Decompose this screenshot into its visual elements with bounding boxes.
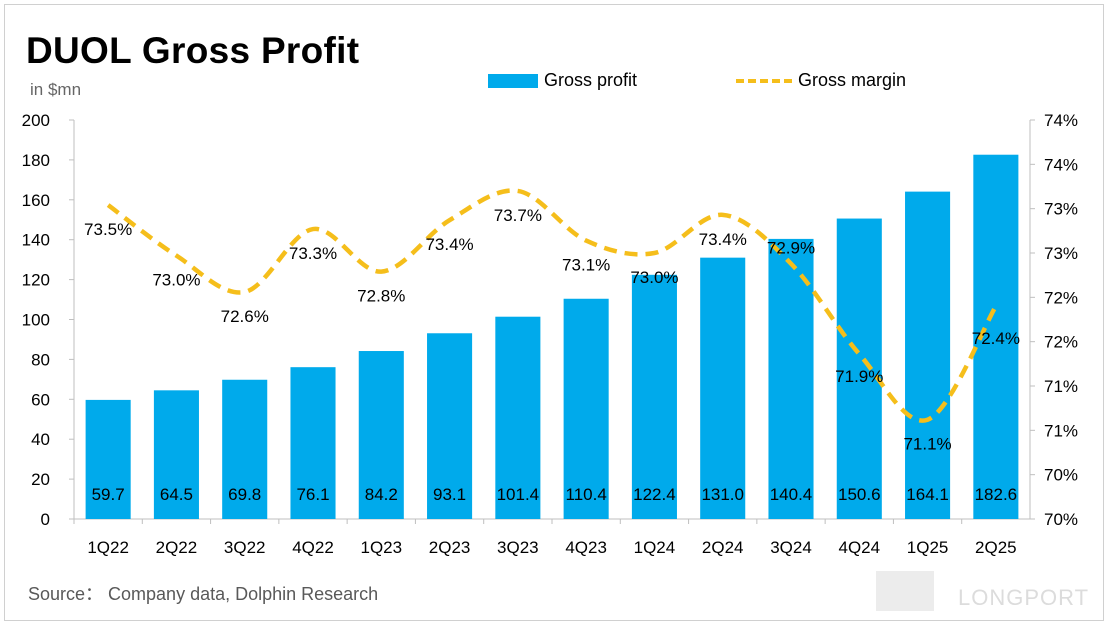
watermark-text: LONGPORT bbox=[958, 585, 1090, 610]
y-left-tick-label: 80 bbox=[31, 350, 50, 369]
x-tick-label: 2Q24 bbox=[702, 538, 744, 557]
y-right-tick-label: 71% bbox=[1044, 421, 1078, 440]
bar-gross-profit bbox=[427, 333, 473, 519]
bar-value-label: 110.4 bbox=[566, 485, 607, 504]
bar-value-label: 164.1 bbox=[906, 485, 949, 504]
bar-value-label: 122.4 bbox=[633, 485, 676, 504]
bar-value-label: 69.8 bbox=[228, 485, 261, 504]
unit-label: in $mn bbox=[30, 80, 82, 99]
bar-value-label: 101.4 bbox=[497, 485, 540, 504]
y-right-tick-label: 74% bbox=[1044, 111, 1078, 130]
bar-gross-profit bbox=[222, 379, 268, 519]
x-tick-label: 1Q22 bbox=[87, 538, 129, 557]
bar-gross-profit bbox=[290, 367, 336, 519]
bar-gross-profit bbox=[768, 238, 814, 520]
bar-value-label: 59.7 bbox=[92, 485, 125, 504]
bar-gross-profit bbox=[700, 257, 746, 519]
x-tick-label: 4Q22 bbox=[292, 538, 334, 557]
margin-value-label: 73.1% bbox=[562, 256, 610, 275]
x-tick-label: 1Q25 bbox=[907, 538, 949, 557]
legend-item-gross-margin: Gross margin bbox=[736, 70, 906, 91]
source-note: Source： Company data, Dolphin Research bbox=[28, 584, 379, 604]
margin-value-label: 73.0% bbox=[630, 268, 678, 287]
bar-value-label: 131.0 bbox=[701, 485, 744, 504]
x-tick-label: 3Q24 bbox=[770, 538, 812, 557]
x-tick-label: 4Q23 bbox=[565, 538, 607, 557]
y-right-tick-label: 70% bbox=[1044, 510, 1078, 529]
y-right-tick-label: 72% bbox=[1044, 288, 1078, 307]
y-left-tick-label: 140 bbox=[22, 231, 50, 250]
watermark-logo bbox=[876, 571, 934, 611]
bar-value-label: 140.4 bbox=[770, 485, 813, 504]
y-left-tick-label: 200 bbox=[22, 111, 50, 130]
margin-value-label: 72.8% bbox=[357, 287, 405, 306]
bar-value-label: 182.6 bbox=[975, 485, 1018, 504]
chart-frame bbox=[4, 4, 1104, 621]
chart-title: DUOL Gross Profit bbox=[26, 30, 360, 71]
margin-value-label: 73.3% bbox=[289, 244, 337, 263]
bar-value-label: 150.6 bbox=[838, 485, 881, 504]
legend-label-gross-profit: Gross profit bbox=[544, 70, 638, 90]
bar-gross-profit bbox=[631, 274, 677, 519]
y-left-tick-label: 100 bbox=[22, 311, 50, 330]
y-right-tick-label: 73% bbox=[1044, 244, 1078, 263]
y-left-tick-label: 0 bbox=[41, 510, 50, 529]
bar-value-label: 93.1 bbox=[433, 485, 466, 504]
y-left-tick-label: 20 bbox=[31, 470, 50, 489]
bar-gross-profit bbox=[358, 351, 404, 519]
y-right-tick-label: 72% bbox=[1044, 333, 1078, 352]
bar-value-label: 84.2 bbox=[365, 485, 398, 504]
margin-value-label: 72.9% bbox=[767, 239, 815, 258]
y-right-tick-label: 74% bbox=[1044, 155, 1078, 174]
y-right-tick-label: 70% bbox=[1044, 466, 1078, 485]
margin-value-label: 71.9% bbox=[835, 367, 883, 386]
bar-gross-profit bbox=[563, 298, 609, 519]
y-left-tick-label: 120 bbox=[22, 271, 50, 290]
y-right-tick-label: 71% bbox=[1044, 377, 1078, 396]
bar-gross-profit bbox=[85, 399, 131, 519]
legend-swatch-bar bbox=[488, 73, 538, 88]
x-tick-label: 2Q23 bbox=[429, 538, 471, 557]
line-gross-margin bbox=[106, 188, 998, 423]
margin-value-label: 72.4% bbox=[972, 329, 1020, 348]
margin-value-label: 73.4% bbox=[425, 235, 473, 254]
legend-item-gross-profit: Gross profit bbox=[488, 70, 637, 91]
margin-value-label: 73.5% bbox=[84, 220, 132, 239]
bar-value-label: 76.1 bbox=[296, 485, 329, 504]
margin-value-label: 73.0% bbox=[152, 271, 200, 290]
bar-gross-profit bbox=[836, 218, 882, 520]
y-left-tick-label: 40 bbox=[31, 430, 50, 449]
margin-value-label: 73.7% bbox=[494, 206, 542, 225]
bar-value-label: 64.5 bbox=[160, 485, 193, 504]
margin-value-label: 72.6% bbox=[221, 307, 269, 326]
x-tick-label: 2Q22 bbox=[156, 538, 198, 557]
x-tick-label: 3Q22 bbox=[224, 538, 266, 557]
x-tick-label: 1Q23 bbox=[360, 538, 402, 557]
bar-gross-profit bbox=[905, 191, 951, 520]
x-tick-label: 3Q23 bbox=[497, 538, 539, 557]
bar-gross-profit bbox=[153, 390, 199, 519]
y-left-tick-label: 160 bbox=[22, 191, 50, 210]
x-tick-label: 4Q24 bbox=[838, 538, 880, 557]
x-tick-label: 2Q25 bbox=[975, 538, 1017, 557]
x-tick-label: 1Q24 bbox=[634, 538, 676, 557]
legend-swatch-line bbox=[736, 78, 792, 83]
margin-value-label: 71.1% bbox=[903, 435, 951, 454]
margin-value-label: 73.4% bbox=[699, 230, 747, 249]
y-left-tick-label: 60 bbox=[31, 390, 50, 409]
y-right-tick-label: 73% bbox=[1044, 200, 1078, 219]
y-left-tick-label: 180 bbox=[22, 151, 50, 170]
bar-gross-profit bbox=[495, 316, 541, 519]
legend-label-gross-margin: Gross margin bbox=[798, 70, 907, 90]
